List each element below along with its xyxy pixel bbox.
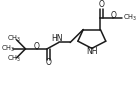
- Text: NH: NH: [86, 47, 98, 56]
- Text: O: O: [46, 58, 51, 67]
- Text: O: O: [110, 11, 116, 20]
- Text: CH$_3$: CH$_3$: [7, 54, 21, 64]
- Text: HN: HN: [52, 34, 63, 43]
- Text: CH$_3$: CH$_3$: [123, 13, 137, 23]
- Text: O: O: [99, 0, 105, 9]
- Text: CH$_3$: CH$_3$: [7, 33, 21, 44]
- Text: O: O: [34, 42, 40, 51]
- Text: CH$_3$: CH$_3$: [1, 44, 15, 54]
